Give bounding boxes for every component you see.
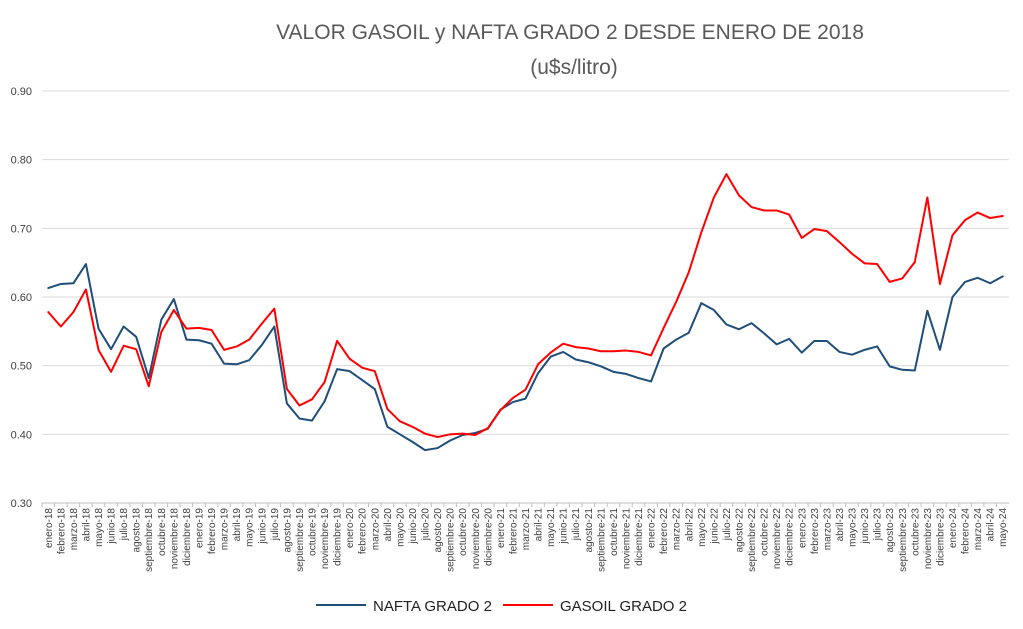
legend-label-gasoil: GASOIL GRADO 2 — [560, 598, 687, 615]
y-axis: 0.30 0.40 0.50 0.60 0.70 0.80 0.90 — [11, 86, 32, 510]
x-tick-label: febrero-19 — [207, 508, 218, 555]
x-tick-label: noviembre-21 — [622, 508, 633, 570]
x-tick-label: septiembre-23 — [898, 508, 909, 572]
x-tick-label: agosto-20 — [433, 508, 444, 553]
x-tick-label: julio-18 — [119, 508, 130, 542]
x-tick-label: febrero-21 — [508, 508, 519, 555]
x-tick-label: octubre-20 — [458, 508, 469, 556]
x-tick-label: abril-24 — [986, 508, 997, 542]
x-tick-label: febrero-20 — [358, 508, 369, 555]
x-tick-label: diciembre-23 — [935, 508, 946, 566]
x-tick-label: diciembre-18 — [182, 508, 193, 566]
x-tick-label: mayo-18 — [94, 508, 105, 547]
x-tick-label: octubre-23 — [910, 508, 921, 556]
series-line-nafta — [47, 263, 1004, 452]
x-tick-label: julio-21 — [571, 508, 582, 542]
x-tick-label: marzo-20 — [370, 508, 381, 551]
x-tick-label: enero-20 — [345, 508, 356, 548]
x-tick-label: septiembre-21 — [596, 508, 607, 572]
legend: NAFTA GRADO 2 GASOIL GRADO 2 — [316, 598, 687, 615]
series-line-gasoil — [47, 173, 1004, 439]
y-tick-label: 0.50 — [11, 361, 32, 373]
x-tick-label: abril-20 — [383, 508, 394, 542]
x-tick-label: abril-19 — [232, 508, 243, 542]
x-tick-label: enero-21 — [496, 508, 507, 548]
x-tick-label: junio-20 — [408, 508, 419, 545]
x-tick-label: marzo-18 — [69, 508, 80, 551]
y-tick-label: 0.40 — [11, 429, 32, 441]
x-tick-label: marzo-21 — [521, 508, 532, 551]
series-lines — [47, 173, 1004, 452]
x-tick-label: enero-24 — [948, 508, 959, 548]
x-tick-label: diciembre-20 — [483, 508, 494, 566]
x-tick-label: septiembre-19 — [295, 508, 306, 572]
chart-title: VALOR GASOIL y NAFTA GRADO 2 DESDE ENERO… — [276, 21, 864, 44]
x-tick-label: julio-19 — [270, 508, 281, 542]
x-tick-label: octubre-18 — [157, 508, 168, 556]
x-tick-label: mayo-22 — [697, 508, 708, 547]
y-tick-label: 0.80 — [11, 155, 32, 167]
x-tick-label: marzo-22 — [672, 508, 683, 551]
x-tick-label: agosto-22 — [735, 508, 746, 553]
x-tick-label: abril-23 — [835, 508, 846, 542]
x-tick-label: agosto-18 — [132, 508, 143, 553]
x-tick-label: febrero-23 — [810, 508, 821, 555]
x-tick-label: noviembre-23 — [923, 508, 934, 570]
x-tick-label: julio-22 — [722, 508, 733, 542]
x-tick-label: noviembre-22 — [772, 508, 783, 570]
x-tick-label: febrero-18 — [56, 508, 67, 555]
x-tick-label: junio-23 — [860, 508, 871, 545]
x-tick-label: noviembre-20 — [471, 508, 482, 570]
x-tick-label: octubre-22 — [760, 508, 771, 556]
chart-subtitle: (u$s/litro) — [530, 56, 618, 79]
x-tick-label: septiembre-22 — [747, 508, 758, 572]
x-tick-label: octubre-19 — [308, 508, 319, 556]
x-tick-label: enero-19 — [195, 508, 206, 548]
x-tick-label: noviembre-18 — [169, 508, 180, 570]
x-tick-label: diciembre-21 — [634, 508, 645, 566]
x-tick-label: septiembre-18 — [144, 508, 155, 572]
x-tick-label: enero-22 — [647, 508, 658, 548]
x-tick-label: abril-22 — [684, 508, 695, 542]
x-tick-label: noviembre-19 — [320, 508, 331, 570]
x-tick-label: enero-18 — [44, 508, 55, 548]
x-axis: enero-18 febrero-18 marzo-18 abril-18 mayo-1… — [41, 503, 1009, 572]
y-tick-label: 0.30 — [11, 498, 32, 510]
x-tick-label: febrero-22 — [659, 508, 670, 555]
x-tick-label: abril-18 — [82, 508, 93, 542]
x-tick-label: marzo-19 — [220, 508, 231, 551]
legend-label-nafta: NAFTA GRADO 2 — [373, 598, 492, 615]
y-tick-label: 0.90 — [11, 86, 32, 98]
x-tick-label: agosto-23 — [885, 508, 896, 553]
gridlines — [42, 90, 1009, 504]
x-tick-label: mayo-23 — [848, 508, 859, 547]
x-tick-label: agosto-19 — [282, 508, 293, 553]
x-tick-label: julio-20 — [421, 508, 432, 542]
x-tick-label: junio-19 — [257, 508, 268, 545]
x-tick-label: mayo-19 — [245, 508, 256, 547]
x-tick-label: junio-22 — [709, 508, 720, 545]
x-tick-label: marzo-23 — [822, 508, 833, 551]
x-tick-label: agosto-21 — [584, 508, 595, 553]
y-tick-label: 0.70 — [11, 223, 32, 235]
x-tick-label: enero-23 — [797, 508, 808, 548]
x-tick-label: octubre-21 — [609, 508, 620, 556]
x-tick-label: marzo-24 — [973, 508, 984, 551]
x-tick-label: mayo-24 — [998, 508, 1009, 547]
x-tick-label: diciembre-22 — [785, 508, 796, 566]
x-tick-label: julio-23 — [873, 508, 884, 542]
x-tick-label: diciembre-19 — [333, 508, 344, 566]
x-tick-label: mayo-20 — [395, 508, 406, 547]
x-tick-label: junio-18 — [107, 508, 118, 545]
x-tick-label: febrero-24 — [961, 508, 972, 555]
y-tick-label: 0.60 — [11, 292, 32, 304]
x-tick-label: junio-21 — [559, 508, 570, 545]
x-tick-label: septiembre-20 — [446, 508, 457, 572]
x-tick-label: abril-21 — [534, 508, 545, 542]
x-tick-label: mayo-21 — [546, 508, 557, 547]
